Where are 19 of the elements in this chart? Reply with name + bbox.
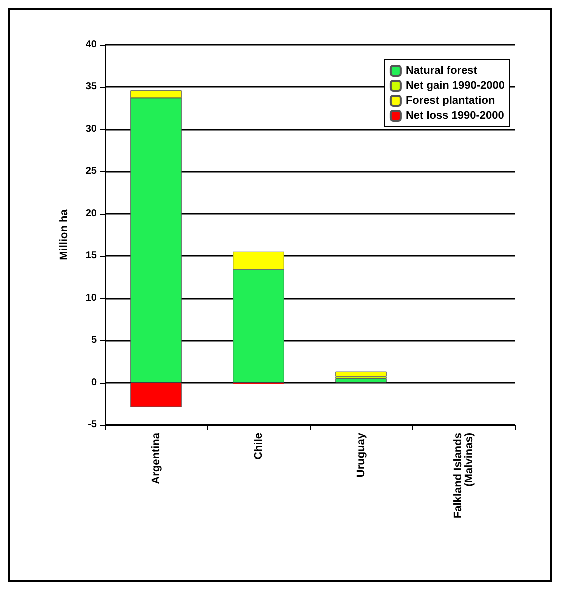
- y-tick-label: 40: [86, 40, 98, 50]
- y-tick-label: 35: [86, 82, 98, 93]
- y-tick-label: -5: [88, 420, 98, 430]
- y-tick-label: 5: [91, 335, 98, 346]
- y-tick-label: 15: [86, 250, 98, 262]
- x-tick-label: Argentina: [150, 432, 162, 484]
- y-tick-label: 30: [86, 124, 98, 135]
- y-axis-title: Million ha: [58, 208, 70, 260]
- x-tick-label: Uruguay: [355, 432, 368, 478]
- y-tick-label: 25: [86, 166, 98, 178]
- y-tick-label: 0: [91, 377, 98, 388]
- legend-label: Forest plantation: [406, 95, 496, 107]
- x-tick-label: Chile: [252, 433, 265, 460]
- x-tick-label: Falkland Islands (Malvinas): [452, 432, 476, 519]
- legend-label: Net loss 1990-2000: [406, 110, 504, 122]
- y-tick-label: 20: [86, 208, 98, 220]
- y-tick-label: 10: [86, 292, 98, 304]
- legend-label: Natural forest: [406, 65, 478, 77]
- legend-label: Net gain 1990-2000: [406, 80, 506, 92]
